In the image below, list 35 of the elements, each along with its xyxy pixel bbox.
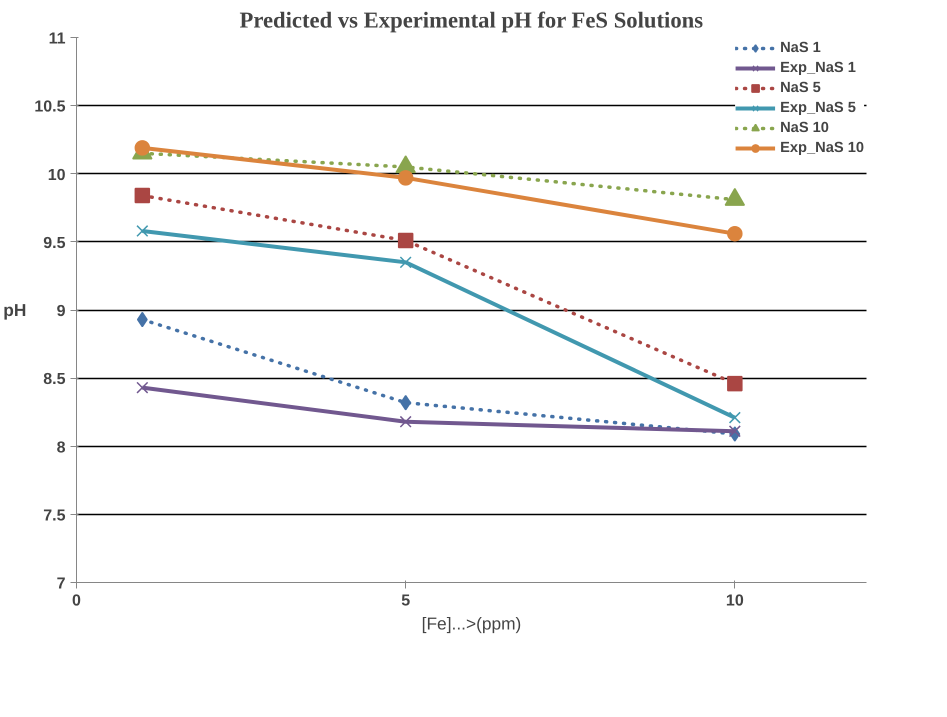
- point: [398, 232, 414, 248]
- point: [400, 394, 412, 410]
- y-tick-label: 7: [56, 576, 66, 592]
- chart-title: Predicted vs Experimental pH for FeS Solutions: [239, 8, 704, 32]
- point: [134, 188, 150, 204]
- y-axis-title: pH: [3, 300, 26, 320]
- y-tick-label: 10.5: [34, 98, 66, 116]
- x-tick-label: 0: [72, 592, 82, 610]
- y-tick-label: 7.5: [43, 507, 66, 524]
- legend-label: NaS 1: [780, 39, 821, 57]
- point: [398, 170, 414, 186]
- y-tick-label: 8: [56, 439, 66, 456]
- point: [136, 312, 148, 328]
- legend-label: NaS 10: [780, 119, 829, 137]
- legend-label: Exp_NaS 5: [780, 99, 856, 117]
- x-tick-label: 10: [726, 592, 744, 610]
- x-axis-title: [Fe]...>(ppm): [422, 614, 522, 634]
- point: [728, 412, 741, 424]
- point: [400, 416, 412, 428]
- y-tick-label: 9: [56, 303, 66, 320]
- y-tick-label: 9.5: [43, 234, 66, 252]
- point: [136, 382, 148, 394]
- legend-label: Exp_NaS 10: [780, 139, 864, 157]
- legend-label: NaS 5: [780, 79, 821, 97]
- point: [400, 256, 412, 268]
- y-tick-label: 10: [48, 166, 66, 184]
- point: [728, 425, 741, 438]
- y-tick-label: 11: [48, 30, 66, 48]
- point: [727, 226, 743, 242]
- y-tick-label: 8.5: [43, 371, 66, 388]
- legend-label: Exp_NaS 1: [780, 59, 856, 77]
- point: [136, 224, 148, 238]
- point: [727, 376, 743, 392]
- point: [134, 140, 150, 156]
- x-tick-label: 5: [401, 592, 410, 610]
